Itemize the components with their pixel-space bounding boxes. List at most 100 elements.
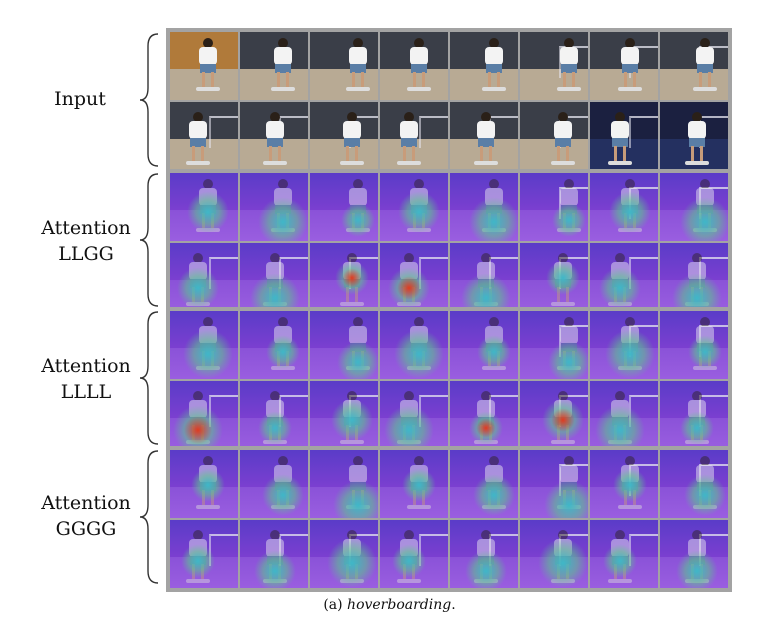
railing	[488, 256, 518, 290]
frame-background	[660, 32, 728, 70]
attention-heat	[680, 197, 728, 241]
attention-heat	[542, 399, 584, 441]
video-frame	[380, 520, 448, 588]
skater-figure	[693, 38, 717, 92]
attention-heat	[173, 405, 223, 449]
row-label-attention-llll: Attention LLLL	[41, 355, 131, 403]
video-frame	[660, 450, 728, 518]
video-frame	[240, 243, 308, 311]
railing	[628, 115, 658, 149]
video-frame	[520, 520, 588, 588]
video-frame	[380, 450, 448, 518]
video-frame	[380, 102, 448, 170]
skater-figure	[271, 38, 295, 92]
attention-heat	[688, 335, 722, 369]
attention-heat	[609, 191, 651, 233]
video-frame	[170, 243, 238, 311]
attention-heat	[595, 405, 645, 449]
video-frame	[310, 520, 378, 588]
railing	[558, 463, 588, 497]
railing	[488, 394, 518, 428]
attention-heat	[262, 474, 304, 516]
video-frame	[170, 173, 238, 241]
attention-heat	[187, 191, 229, 233]
video-frame	[170, 381, 238, 449]
video-frame	[660, 32, 728, 100]
skater-figure	[618, 38, 642, 92]
attention-heat	[333, 480, 378, 518]
frame-floor	[660, 69, 728, 100]
video-frame	[240, 520, 308, 588]
row-label-attention-gggg: Attention GGGG	[41, 492, 131, 540]
attention-heat	[603, 544, 637, 578]
attention-heat	[605, 329, 655, 379]
video-frame	[240, 32, 308, 100]
attention-heat	[548, 341, 588, 379]
attention-heat	[394, 329, 444, 379]
attention-heat	[258, 411, 292, 445]
attention-heat	[337, 341, 378, 379]
video-frame	[590, 243, 658, 311]
skater-figure	[263, 112, 287, 166]
attention-heat	[473, 474, 515, 516]
attention-heat	[552, 203, 586, 237]
attention-heat	[392, 544, 426, 578]
video-frame	[660, 243, 728, 311]
video-frame	[450, 243, 518, 311]
video-frame	[590, 102, 658, 170]
attention-heat	[469, 411, 503, 445]
attention-heat	[341, 203, 375, 237]
video-frame	[450, 32, 518, 100]
attention-heat	[676, 550, 718, 588]
attention-heat	[398, 191, 440, 233]
brace-input	[139, 33, 159, 167]
skater-figure	[685, 112, 709, 166]
video-frame	[450, 450, 518, 518]
attention-heat	[181, 544, 215, 578]
railing	[558, 324, 588, 358]
frame-floor	[310, 69, 378, 100]
video-frame	[660, 173, 728, 241]
attention-heat	[477, 335, 511, 369]
video-frame	[380, 32, 448, 100]
attention-heat	[335, 261, 369, 295]
video-frame	[450, 173, 518, 241]
video-frame	[590, 173, 658, 241]
railing	[208, 115, 238, 149]
video-frame	[660, 311, 728, 379]
video-frame	[450, 311, 518, 379]
video-frame	[520, 450, 588, 518]
attention-heat	[546, 261, 580, 295]
video-frame	[450, 520, 518, 588]
attention-heat	[331, 399, 373, 441]
video-frame	[660, 520, 728, 588]
video-frame	[310, 381, 378, 449]
attention-llll-panel	[166, 307, 732, 453]
attention-heat	[327, 538, 377, 588]
row-label-attention-llgg: Attention LLGG	[41, 217, 131, 265]
skater-figure	[551, 112, 575, 166]
skater-figure	[397, 112, 421, 166]
video-frame	[450, 102, 518, 170]
attention-heat	[250, 273, 300, 311]
frame-background	[310, 173, 378, 211]
video-frame	[520, 102, 588, 170]
video-frame	[520, 311, 588, 379]
video-frame	[380, 381, 448, 449]
skater-figure	[186, 112, 210, 166]
attention-llgg-panel	[166, 169, 732, 315]
railing	[278, 256, 308, 290]
video-frame	[380, 243, 448, 311]
video-frame	[240, 450, 308, 518]
video-frame	[240, 311, 308, 379]
video-frame	[170, 520, 238, 588]
video-frame	[520, 32, 588, 100]
attention-heat	[465, 550, 507, 588]
figure-caption: (a) hoverboarding.	[323, 597, 456, 613]
video-frame	[380, 311, 448, 379]
video-frame	[240, 173, 308, 241]
skater-figure	[340, 112, 364, 166]
video-frame	[310, 32, 378, 100]
attention-heat	[599, 267, 641, 309]
railing	[698, 394, 728, 428]
